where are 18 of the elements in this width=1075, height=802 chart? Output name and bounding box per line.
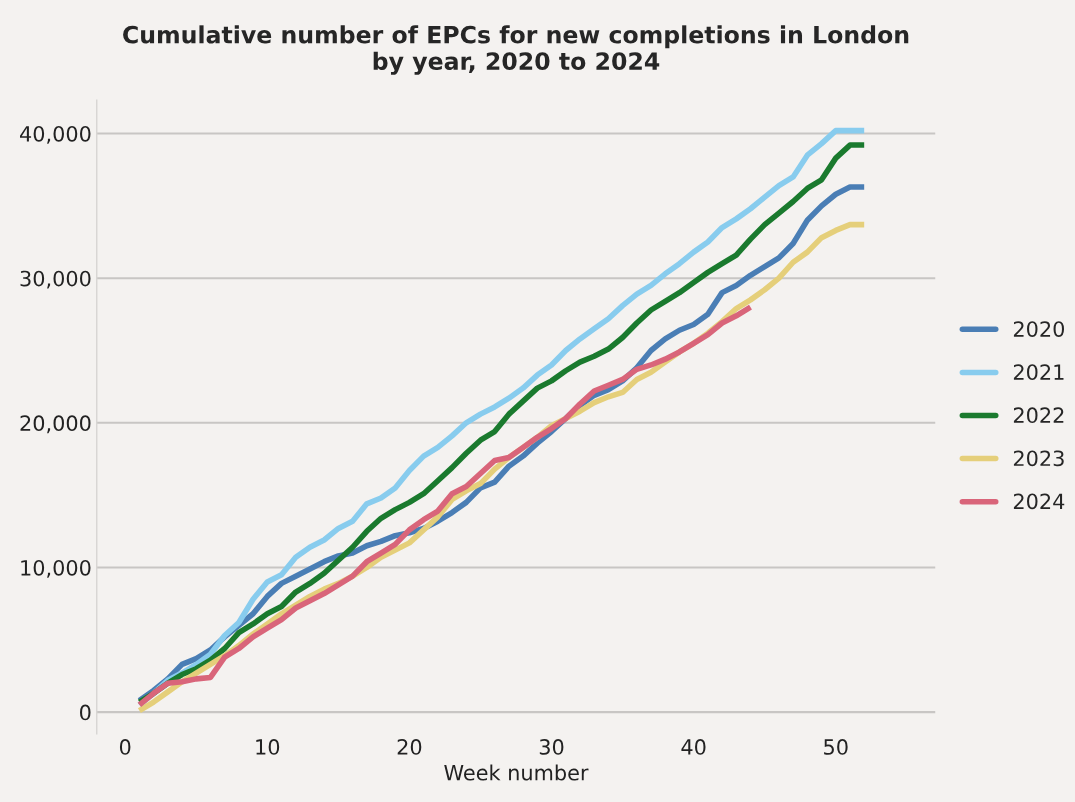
x-tick-label: 30: [539, 739, 564, 755]
legend-label: 2022: [1013, 407, 1064, 424]
x-tick-label: 10: [256, 739, 280, 755]
legend-label: 2021: [1013, 364, 1064, 381]
legend-label: 2020: [1013, 321, 1065, 337]
x-tick-label: 0: [119, 739, 131, 755]
x-axis-title: Week number: [444, 764, 589, 781]
y-tick-label: 30,000: [20, 270, 91, 289]
legend-label: 2024: [1013, 493, 1065, 510]
x-tick-label: 40: [681, 739, 706, 755]
chart-title: Cumulative number of EPCs for new completions in London by year, 2020 to 2024: [123, 25, 909, 75]
y-tick-label: 0: [80, 704, 91, 721]
legend-label: 2023: [1013, 450, 1064, 467]
y-tick-label: 10,000: [21, 559, 91, 578]
y-tick-label: 20,000: [20, 415, 91, 434]
x-tick-label: 50: [824, 739, 848, 755]
y-tick-label: 40,000: [20, 125, 91, 144]
x-tick-label: 20: [397, 739, 422, 755]
